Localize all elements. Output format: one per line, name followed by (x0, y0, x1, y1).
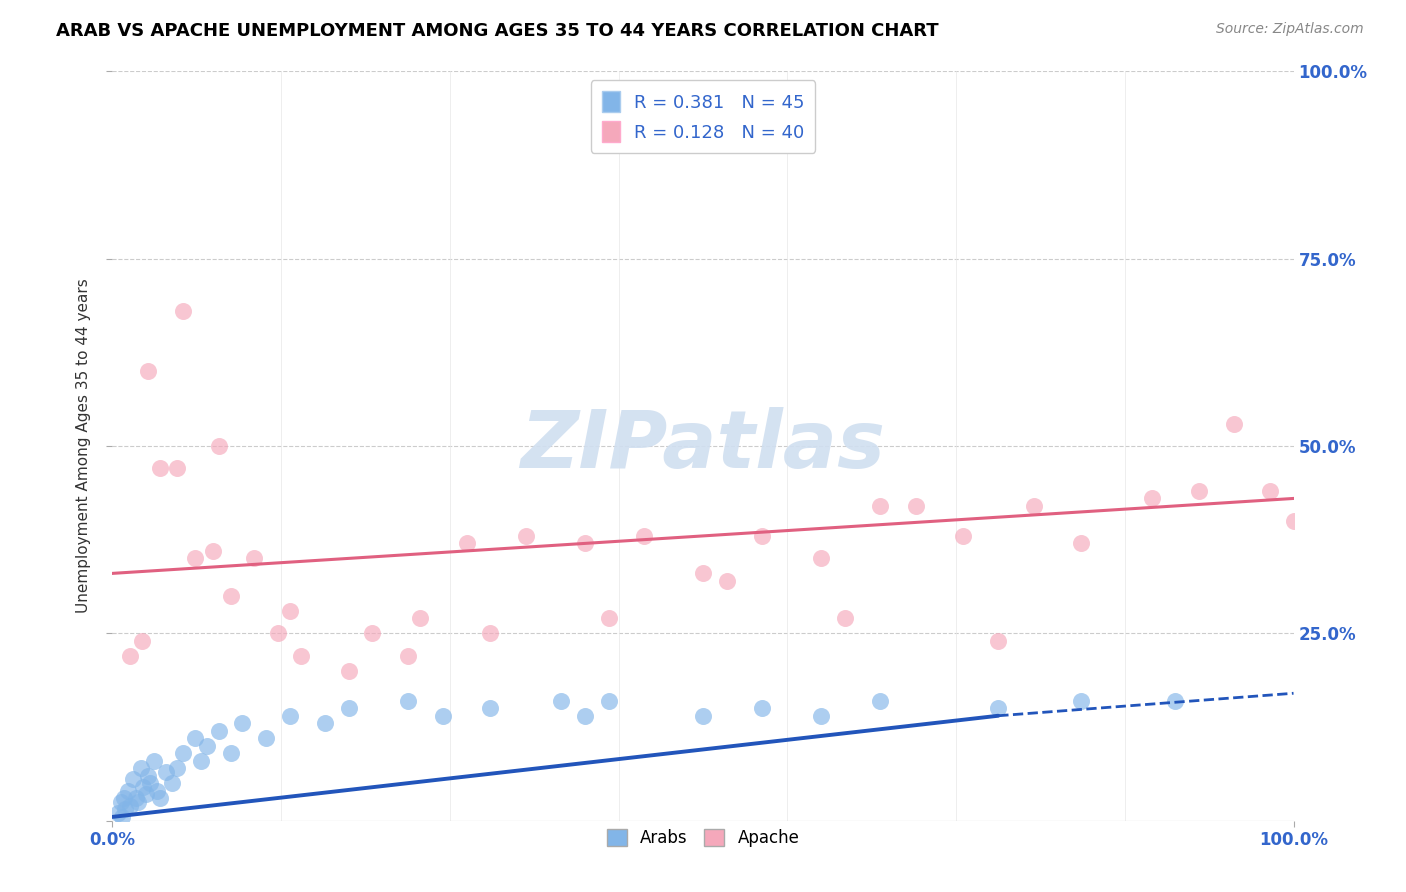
Point (869, 694, 891, 708)
Point (1070, 536, 1092, 550)
Point (550, 694, 572, 708)
Point (201, 544, 224, 558)
Point (337, 664, 360, 678)
Point (479, 626, 502, 640)
Point (139, 776, 162, 790)
Point (184, 551, 207, 566)
Point (219, 589, 242, 603)
Point (952, 529, 974, 543)
Point (208, 723, 231, 738)
Point (135, 788, 157, 802)
Point (184, 731, 207, 746)
Point (598, 611, 620, 625)
Point (160, 776, 183, 790)
Point (166, 761, 188, 775)
Point (136, 769, 159, 783)
Point (129, 761, 152, 775)
Point (834, 611, 856, 625)
Point (149, 461, 172, 475)
Point (692, 708, 714, 723)
Y-axis label: Unemployment Among Ages 35 to 44 years: Unemployment Among Ages 35 to 44 years (76, 278, 91, 614)
Point (598, 694, 620, 708)
Point (337, 701, 360, 715)
Point (142, 754, 165, 768)
Text: Source: ZipAtlas.com: Source: ZipAtlas.com (1216, 22, 1364, 37)
Point (716, 574, 738, 588)
Point (432, 708, 454, 723)
Point (810, 551, 832, 566)
Text: ZIPatlas: ZIPatlas (520, 407, 886, 485)
Point (146, 783, 169, 797)
Point (751, 529, 773, 543)
Point (190, 754, 212, 768)
Point (515, 529, 537, 543)
Point (869, 499, 891, 513)
Point (172, 746, 194, 760)
Point (172, 304, 194, 318)
Point (267, 626, 290, 640)
Point (254, 731, 277, 746)
Point (131, 633, 153, 648)
Point (574, 708, 596, 723)
Point (121, 772, 143, 787)
Point (1188, 483, 1211, 498)
Point (111, 810, 134, 824)
Point (278, 604, 301, 618)
Point (290, 648, 312, 663)
Point (1282, 514, 1305, 528)
Point (1140, 491, 1163, 506)
Point (904, 499, 927, 513)
Point (195, 739, 218, 753)
Point (136, 364, 159, 378)
Point (574, 536, 596, 550)
Point (208, 439, 231, 453)
Point (132, 780, 155, 794)
Legend: Arabs, Apache: Arabs, Apache (600, 822, 806, 854)
Point (219, 746, 242, 760)
Point (1258, 483, 1281, 498)
Point (120, 798, 142, 813)
Point (396, 694, 419, 708)
Point (456, 536, 478, 550)
Point (155, 764, 177, 779)
Point (987, 701, 1010, 715)
Point (479, 701, 502, 715)
Point (361, 626, 384, 640)
Point (112, 791, 135, 805)
Point (1164, 694, 1187, 708)
Point (987, 633, 1010, 648)
Point (314, 716, 336, 731)
Point (396, 648, 419, 663)
Point (149, 791, 172, 805)
Text: ARAB VS APACHE UNEMPLOYMENT AMONG AGES 35 TO 44 YEARS CORRELATION CHART: ARAB VS APACHE UNEMPLOYMENT AMONG AGES 3… (56, 22, 939, 40)
Point (1223, 417, 1246, 431)
Point (114, 802, 136, 816)
Point (408, 611, 430, 625)
Point (231, 716, 253, 731)
Point (1070, 694, 1092, 708)
Point (117, 783, 139, 797)
Point (751, 701, 773, 715)
Point (243, 551, 266, 566)
Point (278, 708, 301, 723)
Point (120, 648, 142, 663)
Point (107, 806, 129, 821)
Point (810, 708, 832, 723)
Point (692, 566, 714, 581)
Point (166, 461, 188, 475)
Point (127, 795, 149, 809)
Point (125, 791, 148, 805)
Point (633, 529, 655, 543)
Point (110, 795, 132, 809)
Point (1022, 499, 1045, 513)
